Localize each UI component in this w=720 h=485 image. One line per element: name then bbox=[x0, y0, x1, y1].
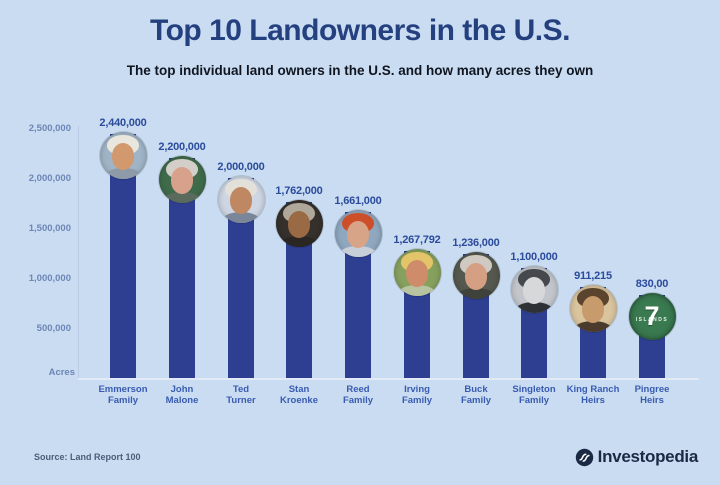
bar-value-label: 1,762,000 bbox=[275, 185, 323, 197]
category-label: John Malone bbox=[165, 384, 199, 406]
bar-value-label: 2,000,000 bbox=[217, 161, 265, 173]
avatar-shoulders bbox=[221, 211, 261, 223]
avatar-shoulders bbox=[456, 287, 496, 299]
bar-value-label: 1,100,000 bbox=[510, 251, 558, 263]
seven-islands-land-company-logo: 7 ISLANDS bbox=[628, 293, 676, 340]
category-label: Stan Kroenke bbox=[279, 384, 318, 406]
avatar-face bbox=[287, 211, 311, 238]
source-note: Source: Land Report 100 bbox=[34, 452, 141, 462]
avatar-shoulders bbox=[279, 235, 319, 247]
avatar-face bbox=[405, 260, 429, 287]
category-label: Singleton Family bbox=[512, 384, 556, 406]
bar-value-label: 1,236,000 bbox=[452, 237, 500, 249]
avatar-face bbox=[522, 277, 546, 304]
bar-value-label: 1,661,000 bbox=[334, 195, 382, 207]
y-axis-unit-label: Acres bbox=[48, 367, 75, 378]
seven-islands-numeral: 7 bbox=[644, 301, 660, 331]
bar-value-label: 911,215 bbox=[574, 270, 612, 282]
avatar-face bbox=[581, 296, 605, 323]
investopedia-logo: Investopedia bbox=[575, 446, 698, 468]
category-label: King Ranch Heirs bbox=[566, 384, 620, 406]
bar-value-label: 2,200,000 bbox=[158, 141, 206, 153]
ted-turner-photo bbox=[217, 176, 265, 223]
avatar-face bbox=[111, 143, 135, 170]
bar-value-label: 1,267,792 bbox=[393, 234, 441, 246]
category-label: Ted Turner bbox=[226, 384, 256, 406]
avatar-shoulders bbox=[162, 191, 202, 203]
category-label: Irving Family bbox=[401, 384, 433, 406]
avatar-shoulders bbox=[397, 284, 437, 296]
avatar-face bbox=[170, 167, 194, 194]
avatar-shoulders bbox=[338, 245, 378, 257]
buck-family-photo bbox=[452, 252, 500, 299]
irving-family-photo bbox=[393, 249, 441, 296]
avatar-face bbox=[464, 263, 488, 290]
x-axis-line bbox=[78, 378, 699, 380]
avatar-face bbox=[229, 187, 253, 214]
emmerson-family-photo bbox=[99, 132, 147, 179]
y-tick-label: 1,500,000 bbox=[28, 223, 71, 234]
category-label: Emmerson Family bbox=[98, 384, 148, 406]
page-title: Top 10 Landowners in the U.S. bbox=[150, 14, 571, 47]
bar-value-label: 2,440,000 bbox=[99, 117, 147, 129]
page-subtitle: The top individual land owners in the U.… bbox=[126, 63, 594, 78]
y-tick-label: 2,500,000 bbox=[28, 123, 71, 134]
category-label: Pingree Heirs bbox=[634, 384, 670, 406]
investopedia-swirl-icon bbox=[575, 448, 593, 466]
avatar-face bbox=[346, 221, 370, 248]
bar-value-label: 830,00 bbox=[635, 278, 669, 290]
avatar-shoulders bbox=[573, 320, 613, 332]
singleton-family-photo bbox=[510, 266, 558, 313]
y-tick-label: 2,000,000 bbox=[28, 173, 71, 184]
reed-family-photo bbox=[334, 210, 382, 257]
stan-kroenke-photo bbox=[275, 200, 323, 247]
category-label: Buck Family bbox=[460, 384, 492, 406]
seven-islands-wordmark: ISLANDS bbox=[635, 317, 669, 324]
y-axis-line bbox=[78, 126, 79, 379]
brand-name: Investopedia bbox=[597, 447, 699, 466]
john-malone-photo bbox=[158, 156, 206, 203]
category-label: Reed Family bbox=[342, 384, 374, 406]
y-tick-label: 500,000 bbox=[36, 323, 71, 334]
avatar-shoulders bbox=[103, 167, 143, 179]
king-ranch-heirs-photo bbox=[569, 285, 617, 332]
avatar-shoulders bbox=[514, 301, 554, 313]
y-tick-label: 1,000,000 bbox=[28, 273, 71, 284]
